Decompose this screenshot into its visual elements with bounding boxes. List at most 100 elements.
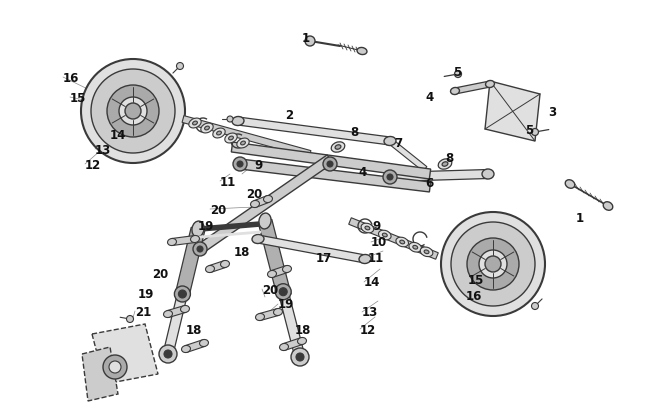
Ellipse shape <box>237 139 249 149</box>
Ellipse shape <box>192 222 204 237</box>
Circle shape <box>280 288 287 296</box>
Circle shape <box>119 98 147 126</box>
Ellipse shape <box>274 309 283 316</box>
Polygon shape <box>254 196 269 208</box>
Text: 9: 9 <box>254 158 262 171</box>
Circle shape <box>454 71 462 78</box>
Text: 12: 12 <box>360 323 376 336</box>
Polygon shape <box>454 82 491 95</box>
Text: 1: 1 <box>302 32 310 45</box>
Polygon shape <box>237 118 391 146</box>
Text: 1: 1 <box>576 211 584 224</box>
Ellipse shape <box>409 243 422 252</box>
Text: 18: 18 <box>186 323 202 336</box>
Circle shape <box>387 175 393 181</box>
Text: 6: 6 <box>425 176 434 189</box>
Text: 21: 21 <box>135 305 151 318</box>
Ellipse shape <box>205 266 214 273</box>
Ellipse shape <box>229 137 233 141</box>
Circle shape <box>485 256 501 272</box>
Circle shape <box>103 355 127 379</box>
Text: 15: 15 <box>468 273 484 286</box>
Ellipse shape <box>232 117 244 126</box>
Ellipse shape <box>382 234 387 237</box>
Text: 11: 11 <box>368 251 384 264</box>
Text: 20: 20 <box>210 203 226 216</box>
Circle shape <box>532 129 538 136</box>
Circle shape <box>305 37 315 47</box>
Circle shape <box>451 222 535 306</box>
Text: 19: 19 <box>198 219 214 232</box>
Ellipse shape <box>240 142 246 145</box>
Circle shape <box>327 162 333 168</box>
Polygon shape <box>175 228 205 300</box>
Ellipse shape <box>384 173 396 183</box>
Circle shape <box>296 353 304 361</box>
Circle shape <box>197 246 203 252</box>
Ellipse shape <box>259 213 271 229</box>
Ellipse shape <box>220 261 229 268</box>
Ellipse shape <box>181 306 189 313</box>
Text: 15: 15 <box>70 91 86 104</box>
Text: 12: 12 <box>85 158 101 171</box>
Circle shape <box>107 86 159 138</box>
Circle shape <box>383 171 397 185</box>
Text: 19: 19 <box>278 298 294 311</box>
Text: 14: 14 <box>364 276 380 289</box>
Ellipse shape <box>268 271 276 278</box>
Ellipse shape <box>298 338 306 345</box>
Circle shape <box>291 348 309 366</box>
Circle shape <box>178 290 187 298</box>
Circle shape <box>177 63 183 70</box>
Ellipse shape <box>424 250 429 254</box>
Ellipse shape <box>192 122 198 126</box>
Text: 13: 13 <box>362 306 378 319</box>
Circle shape <box>164 350 172 358</box>
Circle shape <box>81 60 185 164</box>
Text: 16: 16 <box>63 71 79 84</box>
Ellipse shape <box>566 180 575 189</box>
Ellipse shape <box>361 224 374 233</box>
Ellipse shape <box>421 247 433 257</box>
Text: 8: 8 <box>445 151 453 164</box>
Circle shape <box>532 303 538 310</box>
Polygon shape <box>209 261 226 273</box>
Text: 9: 9 <box>372 220 380 233</box>
Text: 5: 5 <box>525 123 533 136</box>
Circle shape <box>275 284 291 300</box>
Text: 17: 17 <box>316 251 332 264</box>
Polygon shape <box>197 156 333 254</box>
Polygon shape <box>485 82 540 142</box>
Text: 20: 20 <box>152 268 168 281</box>
Circle shape <box>227 117 233 123</box>
Ellipse shape <box>438 160 452 170</box>
Polygon shape <box>388 139 427 172</box>
Circle shape <box>233 158 247 172</box>
Ellipse shape <box>255 314 265 321</box>
Polygon shape <box>182 116 311 158</box>
Ellipse shape <box>252 235 264 244</box>
Ellipse shape <box>400 241 404 244</box>
Text: 7: 7 <box>394 136 402 149</box>
Polygon shape <box>348 218 438 260</box>
Polygon shape <box>277 286 305 358</box>
Circle shape <box>323 158 337 172</box>
Ellipse shape <box>181 345 190 353</box>
Circle shape <box>237 162 243 168</box>
Polygon shape <box>163 288 188 355</box>
Ellipse shape <box>200 340 209 347</box>
Ellipse shape <box>378 230 391 240</box>
Ellipse shape <box>263 196 272 203</box>
Ellipse shape <box>450 88 460 95</box>
Ellipse shape <box>413 246 418 249</box>
Polygon shape <box>257 235 366 263</box>
Text: 18: 18 <box>295 323 311 336</box>
Polygon shape <box>92 324 158 384</box>
Polygon shape <box>172 236 196 246</box>
Polygon shape <box>390 170 488 182</box>
Polygon shape <box>283 338 303 350</box>
Text: 20: 20 <box>262 283 278 296</box>
Text: 16: 16 <box>466 290 482 303</box>
Polygon shape <box>258 220 291 298</box>
Ellipse shape <box>332 143 344 153</box>
